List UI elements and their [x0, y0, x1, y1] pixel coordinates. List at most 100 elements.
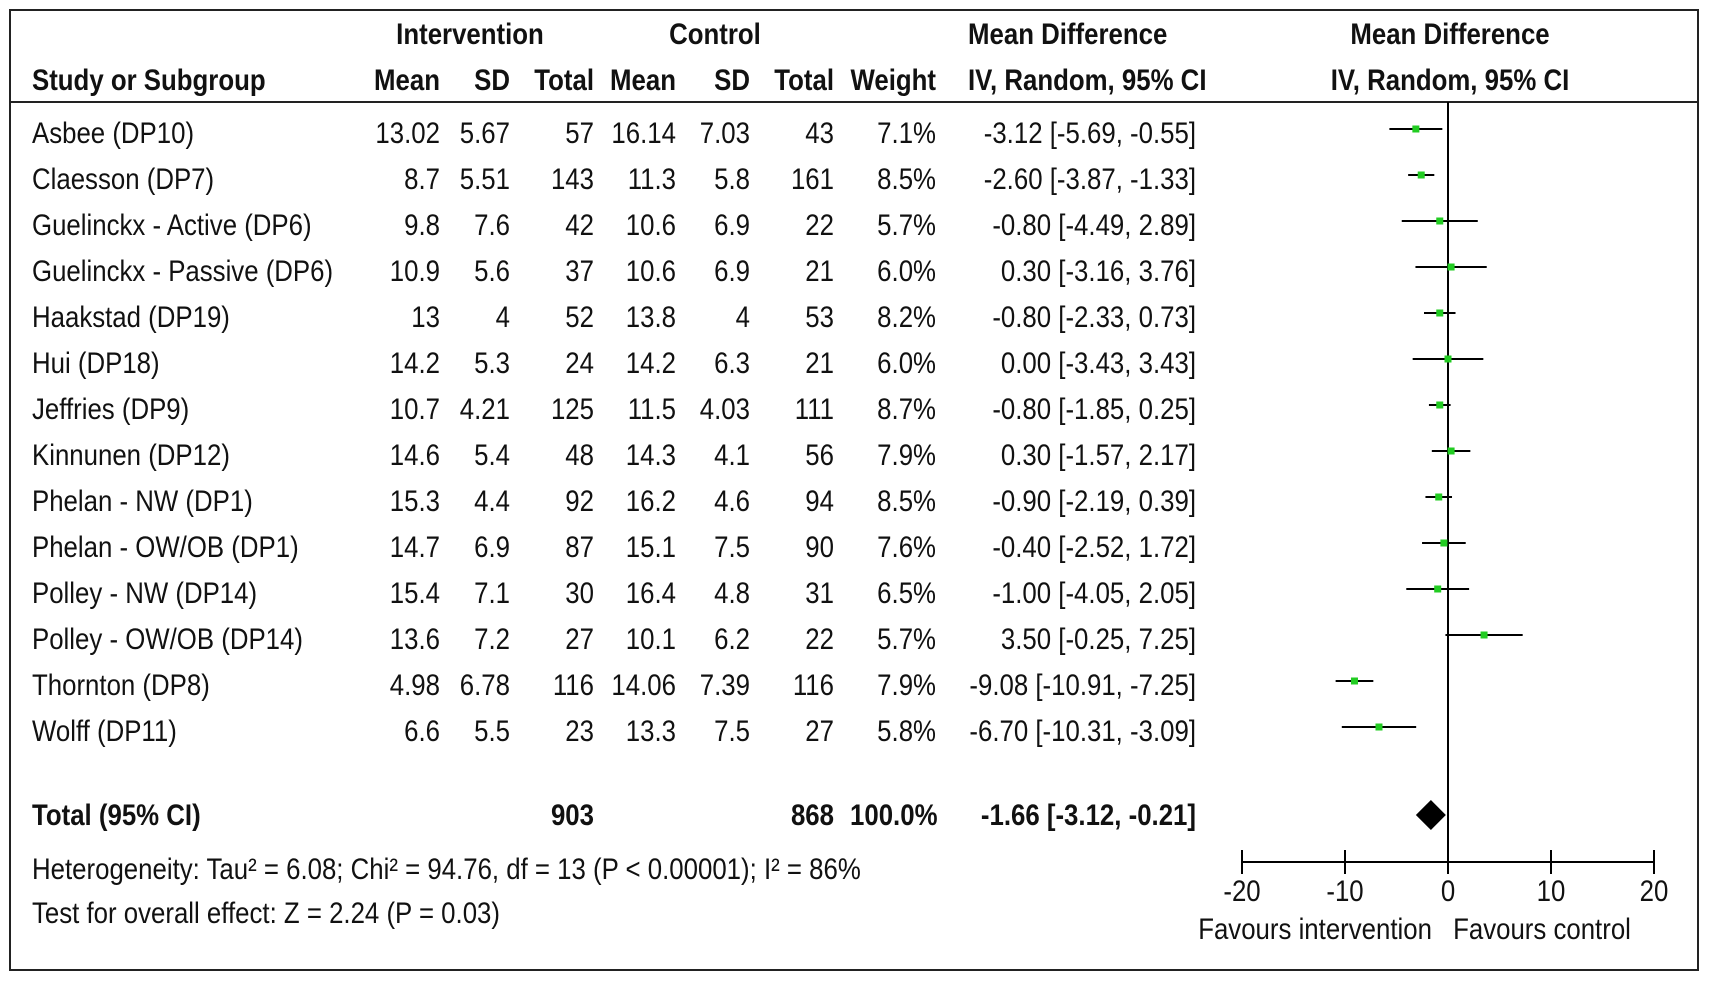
point-estimate-marker	[1447, 447, 1455, 455]
study-weight: 7.9%	[877, 669, 936, 702]
study-name: Asbee (DP10)	[32, 117, 195, 150]
point-estimate-marker	[1375, 723, 1383, 731]
intervention-mean: 8.7	[404, 163, 440, 196]
intervention-total: 125	[550, 393, 594, 426]
control-mean: 13.8	[625, 301, 676, 334]
intervention-mean: 13.02	[375, 117, 440, 150]
control-sd: 5.8	[714, 163, 750, 196]
control-sd: 6.9	[714, 209, 750, 242]
intervention-total: 30	[565, 577, 594, 610]
intervention-mean: 15.3	[389, 485, 440, 518]
control-sd: 7.39	[699, 669, 750, 702]
intervention-total-header: Total	[534, 64, 594, 97]
intervention-total: 27	[565, 623, 594, 656]
study-ci: 0.30 [-3.16, 3.76]	[1000, 255, 1196, 288]
control-sd: 7.5	[714, 715, 750, 748]
intervention-total: 116	[552, 669, 594, 702]
intervention-total: 42	[565, 209, 594, 242]
control-sd: 6.2	[714, 623, 750, 656]
study-weight: 5.7%	[877, 623, 936, 656]
control-total: 53	[805, 301, 834, 334]
intervention-sd: 7.6	[474, 209, 510, 242]
intervention-sd: 4.21	[459, 393, 510, 426]
study-weight: 8.2%	[877, 301, 936, 334]
intervention-mean: 4.98	[389, 669, 440, 702]
control-total: 21	[805, 347, 834, 380]
study-weight: 5.7%	[877, 209, 936, 242]
point-estimate-marker	[1434, 585, 1442, 593]
axis-tick-label: -20	[1223, 875, 1261, 908]
study-name: Guelinckx - Active (DP6)	[32, 209, 312, 242]
control-mean: 13.3	[625, 715, 676, 748]
intervention-total: 23	[565, 715, 594, 748]
point-estimate-marker	[1436, 401, 1444, 409]
point-estimate-marker	[1350, 677, 1358, 685]
study-weight: 5.8%	[877, 715, 936, 748]
study-weight: 7.1%	[877, 117, 936, 150]
control-mean-header: Mean	[610, 64, 676, 97]
control-total: 116	[792, 669, 834, 702]
study-weight: 8.5%	[877, 163, 936, 196]
intervention-sd: 5.51	[459, 163, 510, 196]
point-estimate-marker	[1440, 539, 1448, 547]
overall-effect-text: Test for overall effect: Z = 2.24 (P = 0…	[32, 897, 501, 930]
study-weight: 6.0%	[877, 255, 936, 288]
control-mean: 10.1	[625, 623, 676, 656]
pooled-estimate-diamond	[1415, 800, 1446, 830]
study-weight: 8.7%	[877, 393, 936, 426]
intervention-sd: 7.2	[474, 623, 510, 656]
study-weight: 6.5%	[877, 577, 936, 610]
intervention-sd: 5.3	[474, 347, 510, 380]
study-ci: 0.00 [-3.43, 3.43]	[1000, 347, 1196, 380]
control-total: 27	[805, 715, 834, 748]
control-sd: 7.5	[714, 531, 750, 564]
control-total-header: Total	[774, 64, 834, 97]
header-divider	[11, 101, 1697, 103]
intervention-total: 24	[565, 347, 594, 380]
control-total: 56	[805, 439, 834, 472]
intervention-sd: 6.78	[459, 669, 510, 702]
intervention-total: 52	[565, 301, 594, 334]
study-name: Polley - NW (DP14)	[32, 577, 258, 610]
intervention-sd-header: SD	[474, 64, 510, 97]
intervention-sd: 5.6	[474, 255, 510, 288]
control-mean: 14.06	[611, 669, 676, 702]
control-sd: 4.03	[699, 393, 750, 426]
intervention-total: 87	[565, 531, 594, 564]
total-control-n: 868	[790, 799, 834, 832]
intervention-mean: 14.6	[389, 439, 440, 472]
intervention-mean: 14.2	[389, 347, 440, 380]
study-ci: -0.90 [-2.19, 0.39]	[992, 485, 1196, 518]
intervention-mean: 13.6	[389, 623, 440, 656]
control-mean: 11.5	[627, 393, 676, 426]
control-sd: 4	[735, 301, 750, 334]
point-estimate-marker	[1436, 309, 1444, 317]
point-estimate-marker	[1436, 217, 1444, 225]
weight-header: Weight	[850, 64, 936, 97]
point-estimate-marker	[1444, 355, 1452, 363]
study-ci: -3.12 [-5.69, -0.55]	[983, 117, 1196, 150]
study-name: Guelinckx - Passive (DP6)	[32, 255, 334, 288]
intervention-sd: 5.5	[474, 715, 510, 748]
control-sd: 6.9	[714, 255, 750, 288]
intervention-mean: 10.9	[389, 255, 440, 288]
control-mean: 10.6	[625, 255, 676, 288]
study-name: Phelan - OW/OB (DP1)	[32, 531, 299, 564]
control-mean: 11.3	[627, 163, 676, 196]
study-name: Kinnunen (DP12)	[32, 439, 230, 472]
study-ci: -0.40 [-2.52, 1.72]	[992, 531, 1196, 564]
control-mean: 10.6	[625, 209, 676, 242]
intervention-mean: 10.7	[389, 393, 440, 426]
point-estimate-marker	[1417, 171, 1425, 179]
heterogeneity-text: Heterogeneity: Tau² = 6.08; Chi² = 94.76…	[32, 853, 861, 886]
total-ci: -1.66 [-3.12, -0.21]	[980, 799, 1196, 832]
study-weight: 7.9%	[877, 439, 936, 472]
total-label: Total (95% CI)	[32, 799, 201, 832]
study-name: Thornton (DP8)	[32, 669, 210, 702]
total-weight: 100.0%	[850, 799, 938, 832]
intervention-sd: 4	[495, 301, 510, 334]
study-ci: -9.08 [-10.91, -7.25]	[969, 669, 1196, 702]
control-total: 22	[805, 623, 834, 656]
study-ci: 3.50 [-0.25, 7.25]	[1000, 623, 1196, 656]
